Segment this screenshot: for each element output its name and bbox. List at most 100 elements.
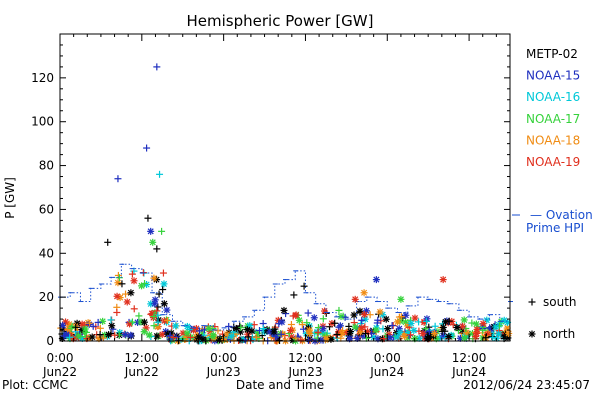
data-point [289, 312, 297, 320]
data-point [252, 333, 260, 341]
data-point [145, 331, 153, 339]
data-point [310, 314, 318, 322]
y-tick-label: 100 [31, 115, 54, 129]
data-point [113, 308, 121, 316]
data-point [199, 335, 207, 343]
data-point [332, 331, 340, 339]
data-point [388, 322, 396, 330]
data-point [150, 313, 158, 321]
data-point [350, 319, 358, 327]
data-point [67, 324, 75, 332]
y-tick-label: 20 [39, 290, 54, 304]
data-point [298, 321, 306, 329]
data-point [114, 279, 122, 287]
data-point [276, 336, 284, 344]
chart-title: Hemispheric Power [GW] [187, 12, 374, 30]
data-point [127, 331, 135, 339]
data-point [300, 282, 308, 290]
data-point [153, 63, 161, 71]
data-point [113, 292, 121, 300]
x-tick-time-label: 0:00 [47, 351, 74, 365]
data-point [156, 170, 164, 178]
data-point [225, 322, 233, 330]
data-point [259, 325, 267, 333]
data-point [422, 317, 430, 325]
data-point [292, 334, 300, 342]
data-point [396, 328, 404, 336]
data-point [89, 322, 97, 330]
data-point [461, 334, 469, 342]
data-point [499, 331, 507, 339]
legend-ovation-label: Prime HPI [526, 221, 584, 235]
data-point [142, 324, 150, 332]
data-point [143, 144, 151, 152]
y-tick-label: 40 [39, 246, 54, 260]
data-point [75, 332, 83, 340]
x-tick-time-label: 0:00 [374, 351, 401, 365]
data-point [500, 316, 508, 324]
data-point [472, 320, 480, 328]
data-point [430, 330, 438, 338]
x-tick-date-label: Jun24 [451, 365, 486, 379]
data-point [107, 316, 115, 324]
data-point [114, 175, 122, 183]
data-point [314, 328, 322, 336]
data-point [422, 325, 430, 333]
data-point [172, 322, 180, 330]
data-point [135, 312, 143, 320]
data-point [361, 315, 369, 323]
data-point [372, 276, 380, 284]
data-point [108, 322, 116, 330]
data-point [333, 330, 341, 338]
data-point [489, 333, 497, 341]
data-point [130, 277, 138, 285]
data-point [96, 324, 104, 332]
data-point [453, 324, 461, 332]
data-point [227, 332, 235, 340]
data-point [158, 227, 166, 235]
x-tick-time-label: 12:00 [288, 351, 323, 365]
data-point [160, 280, 168, 288]
data-point [319, 325, 327, 333]
data-point [431, 322, 439, 330]
data-point [492, 323, 500, 331]
data-point [338, 327, 346, 335]
legend-entry: NOAA-16 [526, 90, 580, 104]
data-point [128, 318, 136, 326]
data-point [445, 333, 453, 341]
data-point [411, 314, 419, 322]
data-point [155, 290, 163, 298]
data-point [237, 324, 245, 332]
data-point [250, 321, 258, 329]
data-point [163, 316, 171, 324]
data-point [160, 300, 168, 308]
x-tick-time-label: 12:00 [452, 351, 487, 365]
data-point [441, 318, 449, 326]
legend-marker-symbol [528, 298, 536, 306]
data-point [154, 303, 162, 311]
data-point [81, 325, 89, 333]
background-points [57, 267, 513, 345]
ovation-series [58, 263, 513, 331]
data-point [270, 328, 278, 336]
data-point [295, 316, 303, 324]
data-point [290, 291, 298, 299]
data-point [376, 308, 384, 316]
data-point [438, 327, 446, 335]
data-point [382, 315, 390, 323]
data-point [393, 333, 401, 341]
data-point [386, 334, 394, 342]
data-point [140, 318, 148, 326]
data-point [275, 320, 283, 328]
legend-marker-label: north [543, 327, 575, 341]
data-point [149, 238, 157, 246]
data-point [121, 331, 129, 339]
y-tick-label: 80 [39, 159, 54, 173]
data-point [304, 309, 312, 317]
data-point [373, 319, 381, 327]
data-point [246, 322, 254, 330]
x-tick-date-label: Jun22 [124, 365, 159, 379]
data-point [277, 330, 285, 338]
data-point [402, 311, 410, 319]
